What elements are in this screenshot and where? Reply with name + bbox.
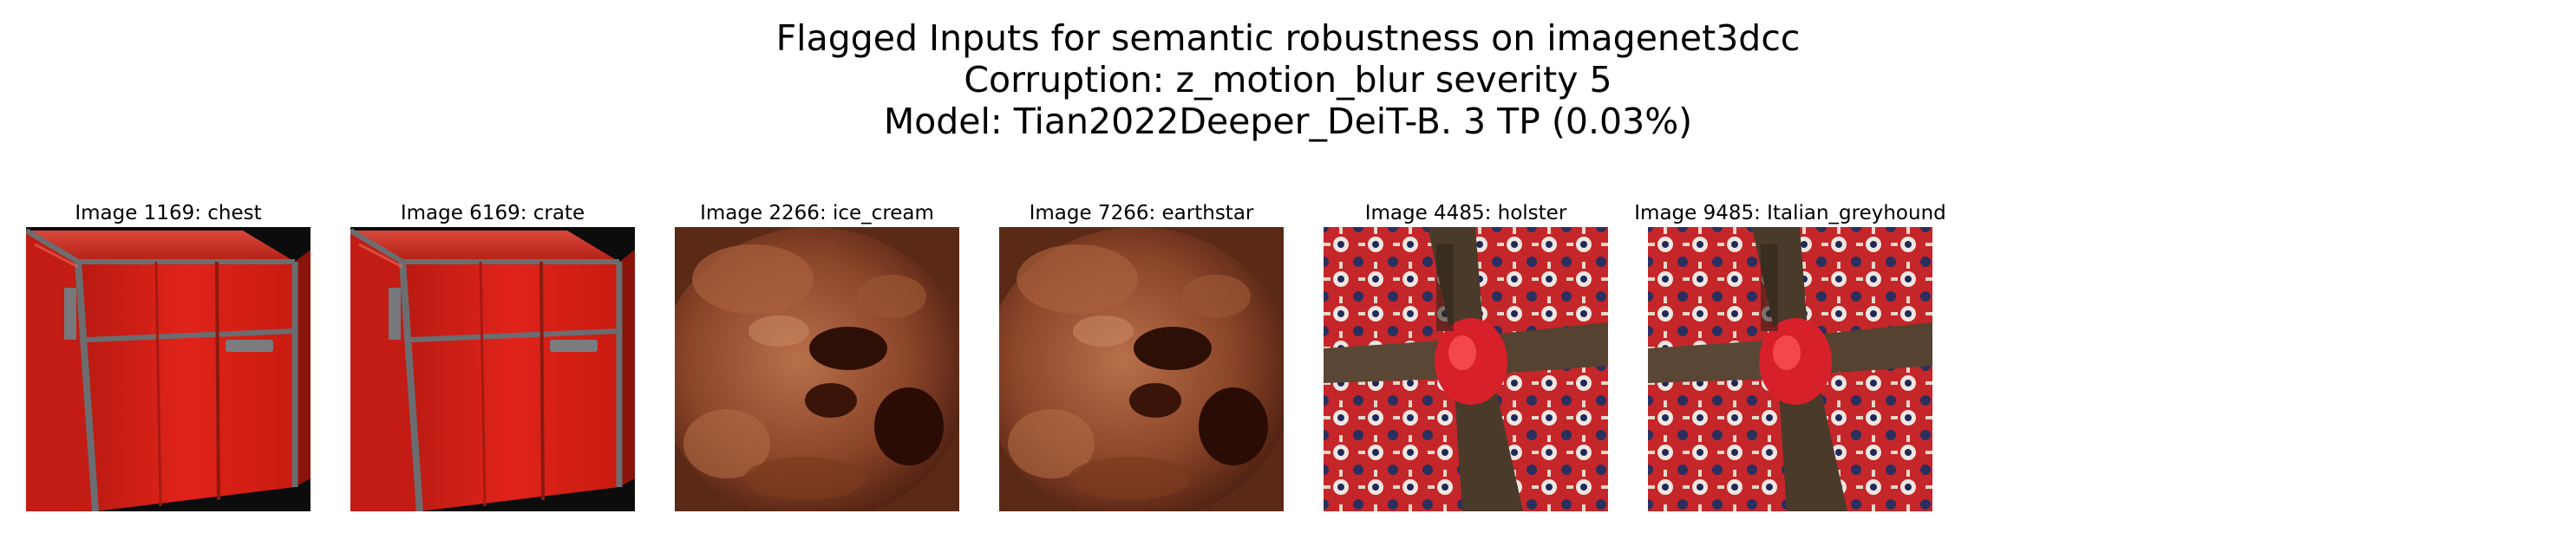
- figure-title: Flagged Inputs for semantic robustness o…: [0, 17, 2576, 142]
- image-caption-4: Image 7266: earthstar: [1029, 202, 1254, 224]
- image-caption-3: Image 2266: ice_cream: [700, 202, 934, 224]
- image-caption-6: Image 9485: Italian_greyhound: [1634, 202, 1946, 224]
- image-caption-1: Image 1169: chest: [75, 202, 262, 224]
- holster-image: [1324, 227, 1608, 511]
- image-caption-2: Image 6169: crate: [400, 202, 585, 224]
- italian-greyhound-image: [1648, 227, 1932, 511]
- chest-image: [26, 227, 311, 511]
- title-line-2: Corruption: z_motion_blur severity 5: [964, 59, 1612, 101]
- ice-cream-image: [675, 227, 959, 511]
- earthstar-image: [999, 227, 1284, 511]
- title-line-3: Model: Tian2022Deeper_DeiT-B. 3 TP (0.03…: [883, 101, 1693, 142]
- image-caption-5: Image 4485: holster: [1364, 202, 1567, 224]
- crate-image: [350, 227, 635, 511]
- title-line-1: Flagged Inputs for semantic robustness o…: [775, 17, 1801, 59]
